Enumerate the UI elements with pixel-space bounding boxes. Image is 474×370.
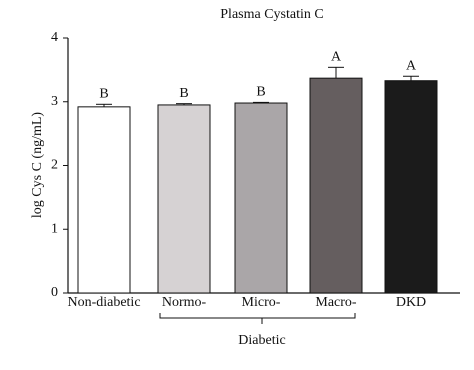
group-label: Diabetic <box>238 333 285 348</box>
bar <box>157 104 211 294</box>
x-tick-label: Normo- <box>162 295 207 310</box>
y-tick-label: 2 <box>51 158 58 173</box>
y-tick-label: 0 <box>51 285 58 300</box>
significance-label: B <box>179 86 188 101</box>
bar <box>77 106 131 294</box>
x-tick-label: DKD <box>396 295 426 310</box>
y-tick-label: 4 <box>51 30 58 45</box>
bar <box>234 102 288 294</box>
significance-label: B <box>99 87 108 102</box>
group-bracket <box>159 313 356 324</box>
y-tick-label: 3 <box>51 94 58 109</box>
significance-label: A <box>331 50 342 65</box>
chart-title: Plasma Cystatin C <box>220 7 323 22</box>
y-axis-label: log Cys C (ng/mL) <box>30 112 45 219</box>
significance-label: B <box>256 85 265 100</box>
x-tick-label: Micro- <box>242 295 281 310</box>
significance-label: A <box>406 58 417 73</box>
x-tick-label: Non-diabetic <box>67 295 140 310</box>
y-tick-label: 1 <box>51 221 58 236</box>
bar <box>384 80 438 294</box>
bar <box>309 77 363 294</box>
x-tick-label: Macro- <box>315 295 357 310</box>
